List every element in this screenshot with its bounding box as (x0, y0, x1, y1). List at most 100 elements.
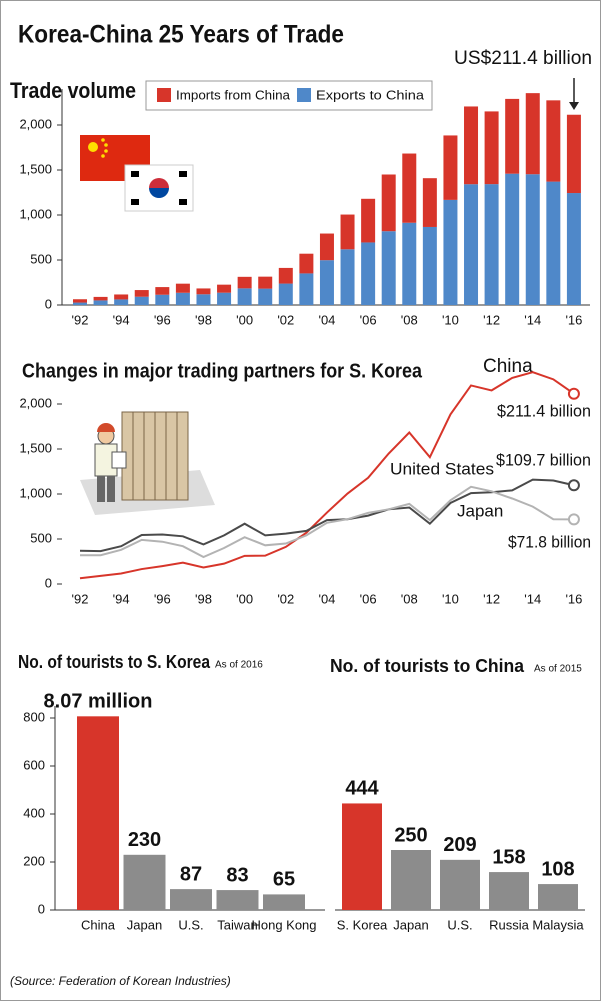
source: (Source: Federation of Korean Industries… (10, 974, 231, 988)
x-tick-label: '04 (318, 312, 335, 327)
x-tick-label: '06 (360, 591, 377, 606)
legend-box (145, 80, 433, 111)
bar-segment (525, 93, 540, 175)
x-tick-label: S. Korea (337, 917, 388, 932)
x-tick-label: '96 (154, 591, 171, 606)
y-tick-label: 0 (38, 901, 45, 916)
legend-label: Exports to China (316, 87, 425, 102)
bar (216, 890, 259, 910)
chart-title: No. of tourists to China (330, 656, 525, 676)
bar (391, 850, 431, 910)
page-title: Korea-China 25 Years of Trade (18, 21, 344, 49)
bar-segment (237, 276, 252, 289)
bar-segment (340, 214, 355, 250)
bar-segment (278, 283, 293, 305)
bar-segment (134, 296, 149, 305)
bar-segment (546, 100, 561, 182)
bar-segment (505, 98, 520, 174)
y-tick-label: 0 (45, 575, 52, 590)
x-tick-label: '06 (360, 312, 377, 327)
bar-segment (217, 284, 232, 293)
value-label: 87 (180, 863, 202, 885)
bar-segment (237, 288, 252, 305)
x-tick-label: Taiwan (217, 917, 257, 932)
series-label: China (483, 356, 533, 377)
chart-title: Changes in major trading partners for S.… (22, 360, 423, 382)
bar-segment (402, 153, 417, 223)
bar (170, 889, 212, 910)
bar-segment (422, 226, 437, 305)
bar-segment (258, 276, 273, 289)
x-tick-label: '00 (236, 312, 253, 327)
legend-swatch (297, 88, 311, 102)
bar-segment (299, 273, 314, 305)
series-label: Japan (457, 501, 503, 520)
bar-segment (484, 111, 499, 185)
annotation: $71.8 billion (508, 532, 591, 551)
bar-segment (73, 299, 87, 303)
y-tick-label: 200 (23, 853, 45, 868)
bar (263, 894, 305, 910)
x-tick-label: '92 (72, 591, 89, 606)
y-tick-label: 1,000 (19, 485, 52, 500)
bar-segment (464, 106, 479, 185)
x-tick-label: '02 (277, 591, 294, 606)
x-tick-label: '98 (195, 591, 212, 606)
bar-segment (402, 222, 417, 305)
bar (538, 884, 578, 910)
bar-segment (464, 184, 479, 305)
value-label: 230 (128, 829, 161, 851)
x-tick-label: Russia (489, 917, 530, 932)
value-label: 108 (541, 858, 574, 880)
value-label: 250 (394, 824, 427, 846)
bar-segment (278, 267, 293, 284)
arrow-head (569, 102, 579, 110)
bar-segment (443, 199, 458, 305)
bar-segment (175, 283, 190, 293)
chart-title: Trade volume (10, 78, 136, 103)
x-tick-label: China (81, 917, 116, 932)
legend-label: Imports from China (176, 87, 291, 102)
legend-swatch (157, 88, 171, 102)
x-tick-label: '08 (401, 591, 418, 606)
bar (489, 872, 529, 910)
bar (123, 854, 166, 910)
bar-segment (155, 287, 170, 295)
bar-segment (299, 253, 314, 274)
x-tick-label: U.S. (178, 917, 203, 932)
value-label: 209 (443, 834, 476, 856)
value-label: 444 (345, 778, 379, 800)
x-tick-label: U.S. (447, 917, 472, 932)
bar-segment (217, 292, 232, 305)
annotation: $211.4 billion (497, 401, 591, 420)
bar-segment (566, 114, 581, 194)
x-tick-label: Japan (393, 917, 428, 932)
x-tick-label: '12 (483, 591, 500, 606)
bar-segment (175, 292, 190, 305)
y-tick-label: 2,000 (19, 116, 52, 131)
bar-segment (546, 181, 561, 305)
annotation: US$211.4 billion (454, 48, 592, 69)
bar-segment (93, 300, 108, 305)
y-tick-label: 500 (30, 251, 52, 266)
x-tick-label: '02 (277, 312, 294, 327)
y-tick-label: 800 (23, 709, 45, 724)
bar (440, 859, 480, 910)
x-tick-label: '94 (113, 312, 130, 327)
x-tick-label: Malaysia (532, 917, 584, 932)
bar-segment (381, 174, 396, 232)
worker-illustration (80, 411, 215, 515)
bar-segment (114, 299, 129, 305)
x-tick-label: '10 (442, 591, 459, 606)
y-tick-label: 0 (45, 296, 52, 311)
x-tick-label: '16 (565, 591, 582, 606)
x-tick-label: Japan (127, 917, 162, 932)
end-point (567, 387, 580, 400)
bar-segment (361, 242, 376, 305)
x-tick-label: '08 (401, 312, 418, 327)
value-label: 8.07 million (44, 691, 153, 713)
bar-segment (443, 135, 458, 200)
y-tick-label: 1,500 (19, 440, 52, 455)
x-tick-label: '96 (154, 312, 171, 327)
